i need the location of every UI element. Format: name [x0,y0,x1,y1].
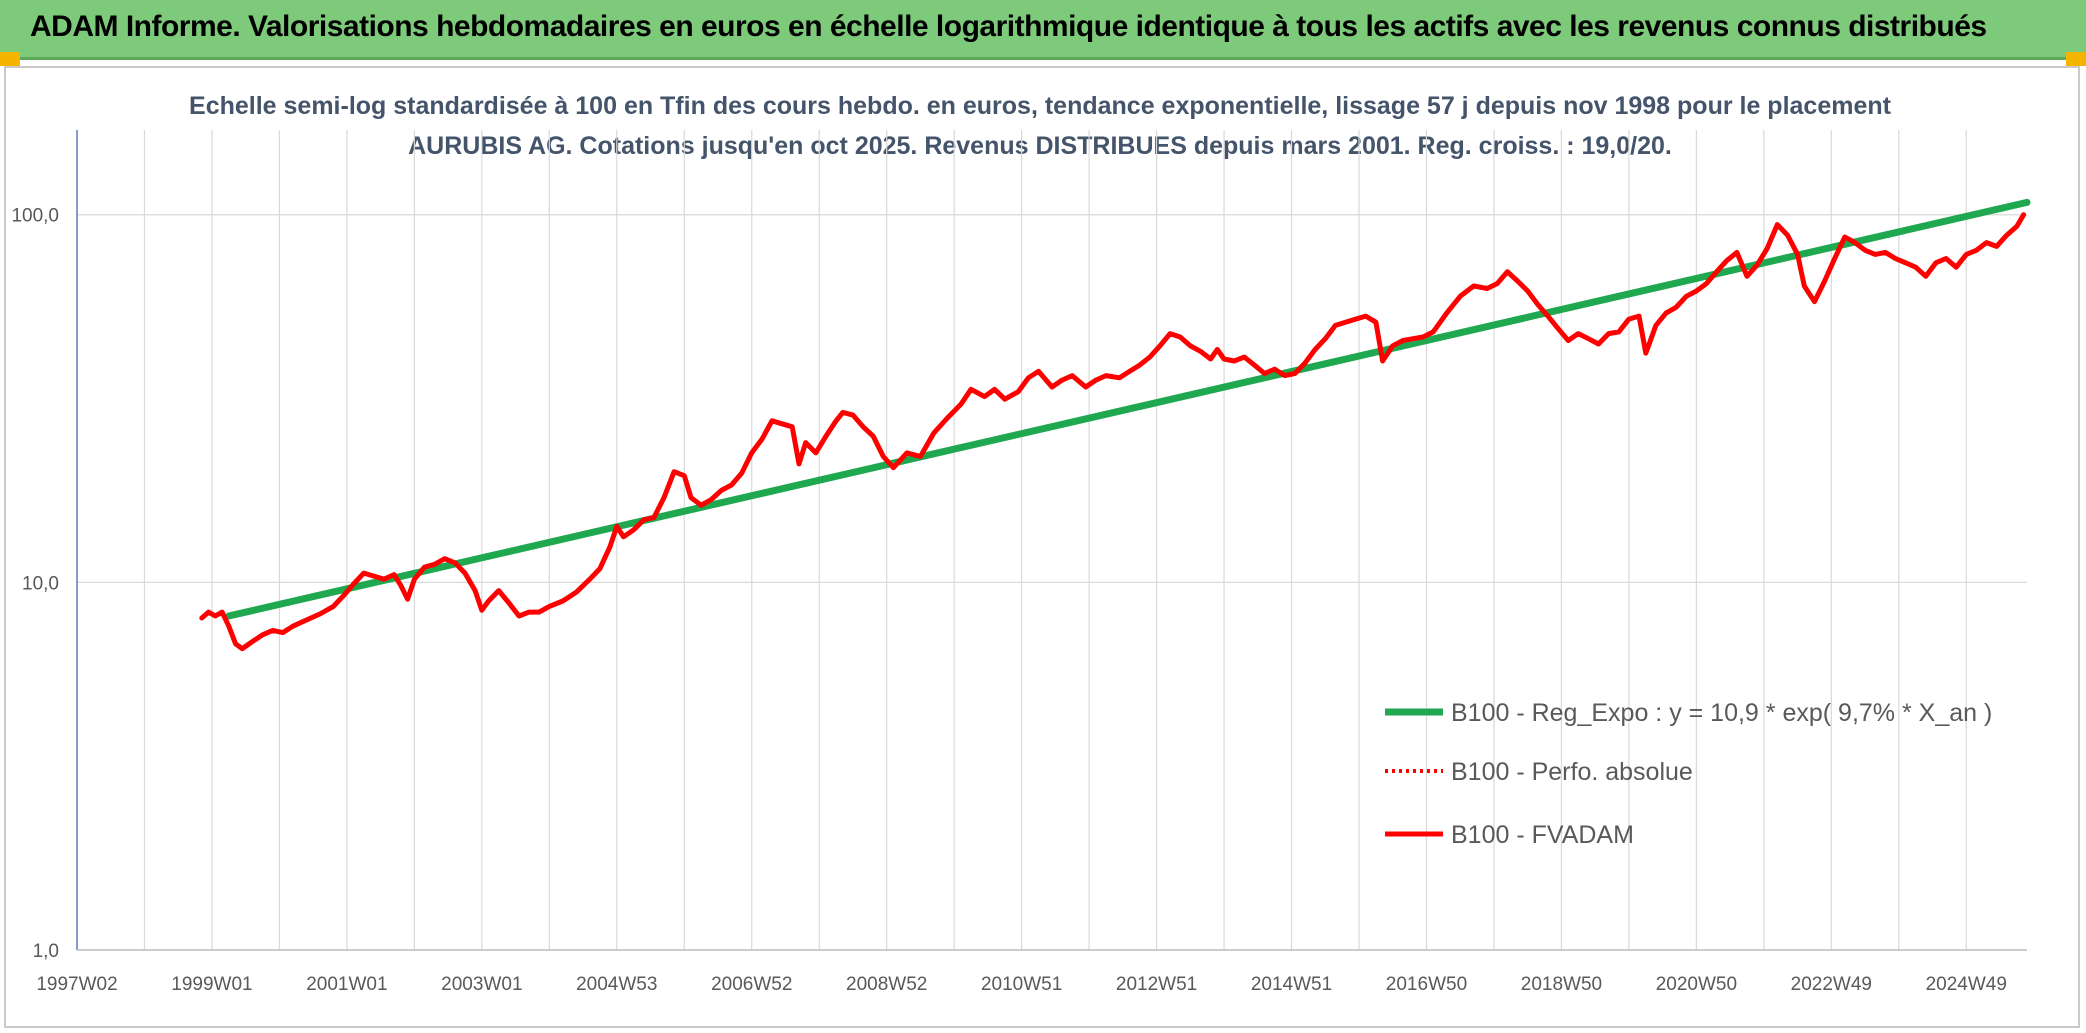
x-tick-label: 2010W51 [981,974,1062,995]
y-tick-label: 10,0 [22,573,59,594]
corner-marker-left [0,52,20,66]
page-title: ADAM Informe. Valorisations hebdomadaire… [30,10,1987,43]
legend-label-1: B100 - Perfo. absolue [1451,758,1693,786]
x-tick-label: 2003W01 [441,974,522,995]
series-line-2 [199,212,2027,652]
chart-title: Echelle semi-log standardisée à 100 en T… [189,92,1891,160]
x-tick-label: 2006W52 [711,974,792,995]
x-tick-label: 2018W50 [1521,974,1602,995]
legend-label-0: B100 - Reg_Expo : y = 10,9 * exp( 9,7% *… [1451,699,1992,727]
x-tick-label: 2016W50 [1386,974,1467,995]
corner-marker-right [2066,52,2086,66]
legend-label-2: B100 - FVADAM [1451,821,1634,849]
series-line-0 [225,198,2031,620]
x-tick-label: 2020W50 [1656,974,1737,995]
x-tick-label: 2024W49 [1926,974,2007,995]
x-tick-label: 2001W01 [306,974,387,995]
x-tick-label: 2004W53 [576,974,657,995]
x-tick-label: 1997W02 [36,974,117,995]
x-tick-label: 2014W51 [1251,974,1332,995]
x-tick-label: 1999W01 [171,974,252,995]
header-bar: ADAM Informe. Valorisations hebdomadaire… [0,0,2086,60]
x-tick-label: 2008W52 [846,974,927,995]
x-tick-label: 2012W51 [1116,974,1197,995]
x-tick-label: 2022W49 [1791,974,1872,995]
y-tick-label: 1,0 [33,941,59,962]
y-tick-label: 100,0 [11,206,59,227]
chart-frame [4,66,2080,1028]
